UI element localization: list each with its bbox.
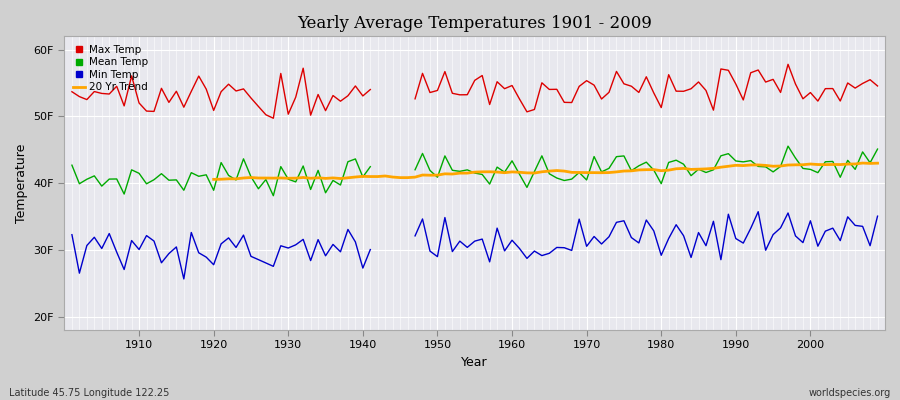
Title: Yearly Average Temperatures 1901 - 2009: Yearly Average Temperatures 1901 - 2009 <box>297 15 652 32</box>
Y-axis label: Temperature: Temperature <box>15 144 28 223</box>
Legend: Max Temp, Mean Temp, Min Temp, 20 Yr Trend: Max Temp, Mean Temp, Min Temp, 20 Yr Tre… <box>69 42 152 96</box>
X-axis label: Year: Year <box>462 356 488 369</box>
Text: Latitude 45.75 Longitude 122.25: Latitude 45.75 Longitude 122.25 <box>9 388 169 398</box>
Text: worldspecies.org: worldspecies.org <box>809 388 891 398</box>
